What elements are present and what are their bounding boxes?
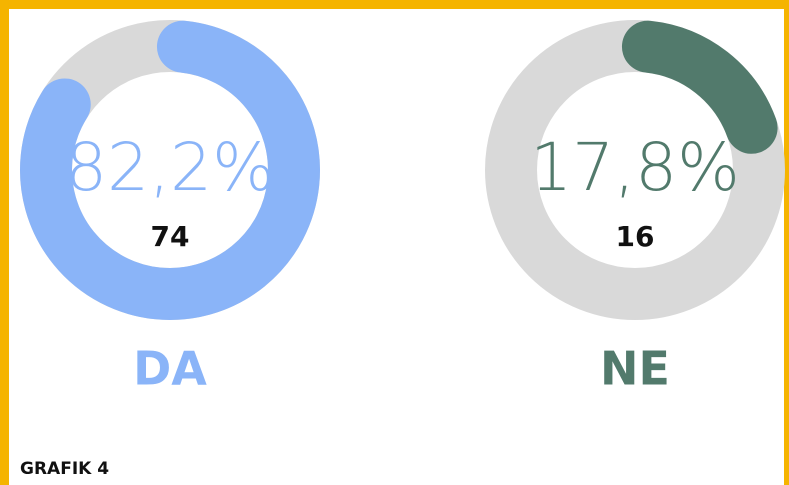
count-label: 16	[616, 220, 655, 253]
percent-label: 17,8%	[530, 129, 740, 206]
category-label: NE	[600, 342, 670, 396]
count-label: 74	[151, 220, 190, 253]
percent-label: 82,2%	[65, 129, 275, 206]
panel	[9, 9, 784, 485]
category-label: DA	[133, 342, 207, 396]
donut-arc	[485, 20, 785, 320]
donut-arc	[20, 20, 320, 320]
caption: GRAFIK 4	[20, 459, 109, 479]
